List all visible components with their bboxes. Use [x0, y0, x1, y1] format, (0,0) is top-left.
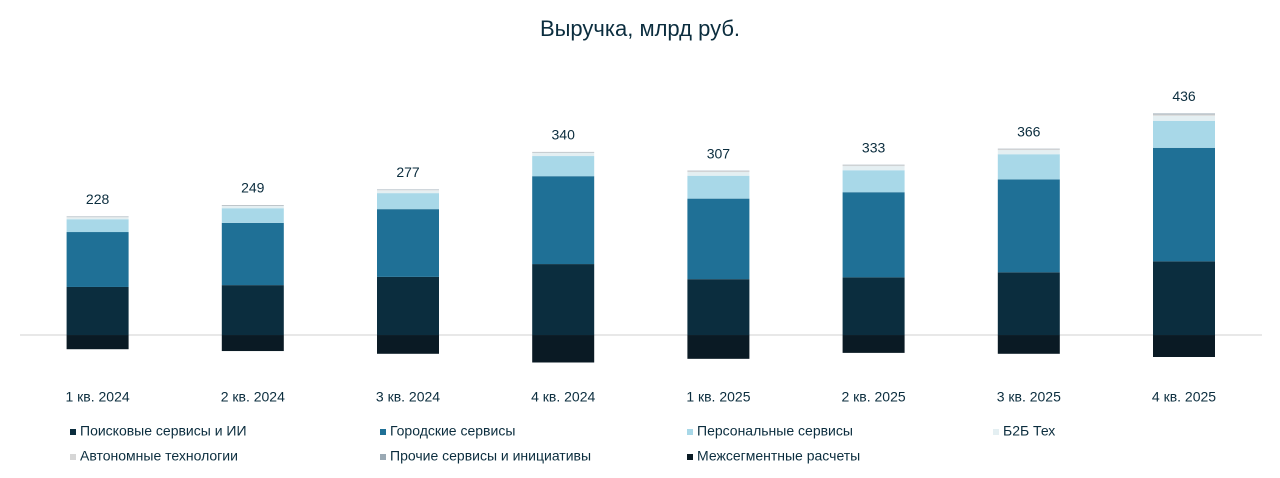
bar-segment	[997, 335, 1060, 354]
bar-segment	[842, 335, 905, 353]
bar-segment	[66, 232, 129, 287]
bar-segment	[66, 335, 129, 350]
bar-segment	[66, 219, 129, 233]
bar-segment	[377, 190, 439, 194]
legend-swatch	[380, 429, 386, 435]
bar-segment	[221, 208, 284, 223]
bar-segment	[66, 286, 129, 336]
bar-segment	[221, 335, 284, 352]
x-tick-label: 1 кв. 2024	[66, 389, 130, 405]
total-label: 333	[862, 139, 886, 155]
bar-segment	[532, 156, 595, 177]
bar-segment	[1153, 335, 1215, 357]
x-tick-label: 4 кв. 2024	[531, 389, 595, 405]
bar-segment	[377, 335, 439, 354]
legend-swatch	[687, 429, 693, 435]
legend-label: Автономные технологии	[80, 448, 238, 464]
bar-segment	[842, 165, 905, 167]
bar-segment	[532, 152, 595, 157]
chart-title: Выручка, млрд руб.	[540, 16, 740, 41]
bar-segment	[687, 198, 750, 280]
bar-segment	[997, 154, 1060, 180]
legend-swatch	[70, 429, 76, 435]
x-tick-label: 2 кв. 2025	[842, 389, 906, 405]
total-label: 277	[396, 164, 420, 180]
bar-segment	[532, 176, 595, 265]
total-label: 436	[1172, 88, 1196, 104]
bar-segment	[1153, 113, 1215, 115]
bar-segment	[687, 172, 750, 176]
bar-segment	[842, 170, 905, 193]
x-tick-label: 1 кв. 2025	[686, 389, 750, 405]
bar-segment	[221, 205, 284, 209]
legend-label: Поисковые сервисы и ИИ	[80, 423, 247, 439]
total-label: 340	[552, 127, 576, 143]
legend-label: Б2Б Тех	[1003, 423, 1055, 439]
bar-segment	[687, 171, 750, 173]
bar-segment	[1153, 115, 1215, 121]
legend-swatch	[687, 454, 693, 460]
bar-segment	[997, 272, 1060, 336]
bar-segment	[221, 285, 284, 336]
x-tick-label: 3 кв. 2025	[997, 389, 1061, 405]
bar-segment	[377, 193, 439, 210]
bar-segment	[377, 276, 439, 336]
bar-segment	[687, 335, 750, 359]
bar-segment	[687, 175, 750, 199]
total-label: 366	[1017, 123, 1041, 139]
legend-label: Межсегментные расчеты	[697, 448, 860, 464]
bar-segment	[1153, 114, 1215, 116]
x-tick-label: 2 кв. 2024	[221, 389, 285, 405]
bar-segment	[687, 279, 750, 336]
bar-segment	[532, 264, 595, 336]
x-tick-label: 3 кв. 2024	[376, 389, 440, 405]
bar-segment	[842, 277, 905, 336]
bar-segment	[221, 222, 284, 286]
bar-segment	[532, 335, 595, 363]
bar-segment	[1153, 261, 1215, 336]
total-label: 249	[241, 180, 265, 196]
legend-label: Прочие сервисы и инициативы	[390, 448, 591, 464]
bar-segment	[997, 149, 1060, 151]
bar-segment	[66, 217, 129, 220]
bar-segment	[842, 166, 905, 171]
bar-segment	[1153, 120, 1215, 148]
bar-segment	[842, 192, 905, 278]
x-tick-label: 4 кв. 2025	[1152, 389, 1216, 405]
total-label: 307	[707, 145, 731, 161]
bar-segment	[997, 150, 1060, 155]
total-label: 228	[86, 191, 110, 207]
bar-segment	[997, 179, 1060, 273]
legend-swatch	[70, 454, 76, 460]
legend-label: Персональные сервисы	[697, 423, 853, 439]
bar-segment	[1153, 147, 1215, 262]
legend-label: Городские сервисы	[390, 423, 515, 439]
bar-segment	[377, 209, 439, 277]
legend-swatch	[993, 429, 999, 435]
legend-swatch	[380, 454, 386, 460]
